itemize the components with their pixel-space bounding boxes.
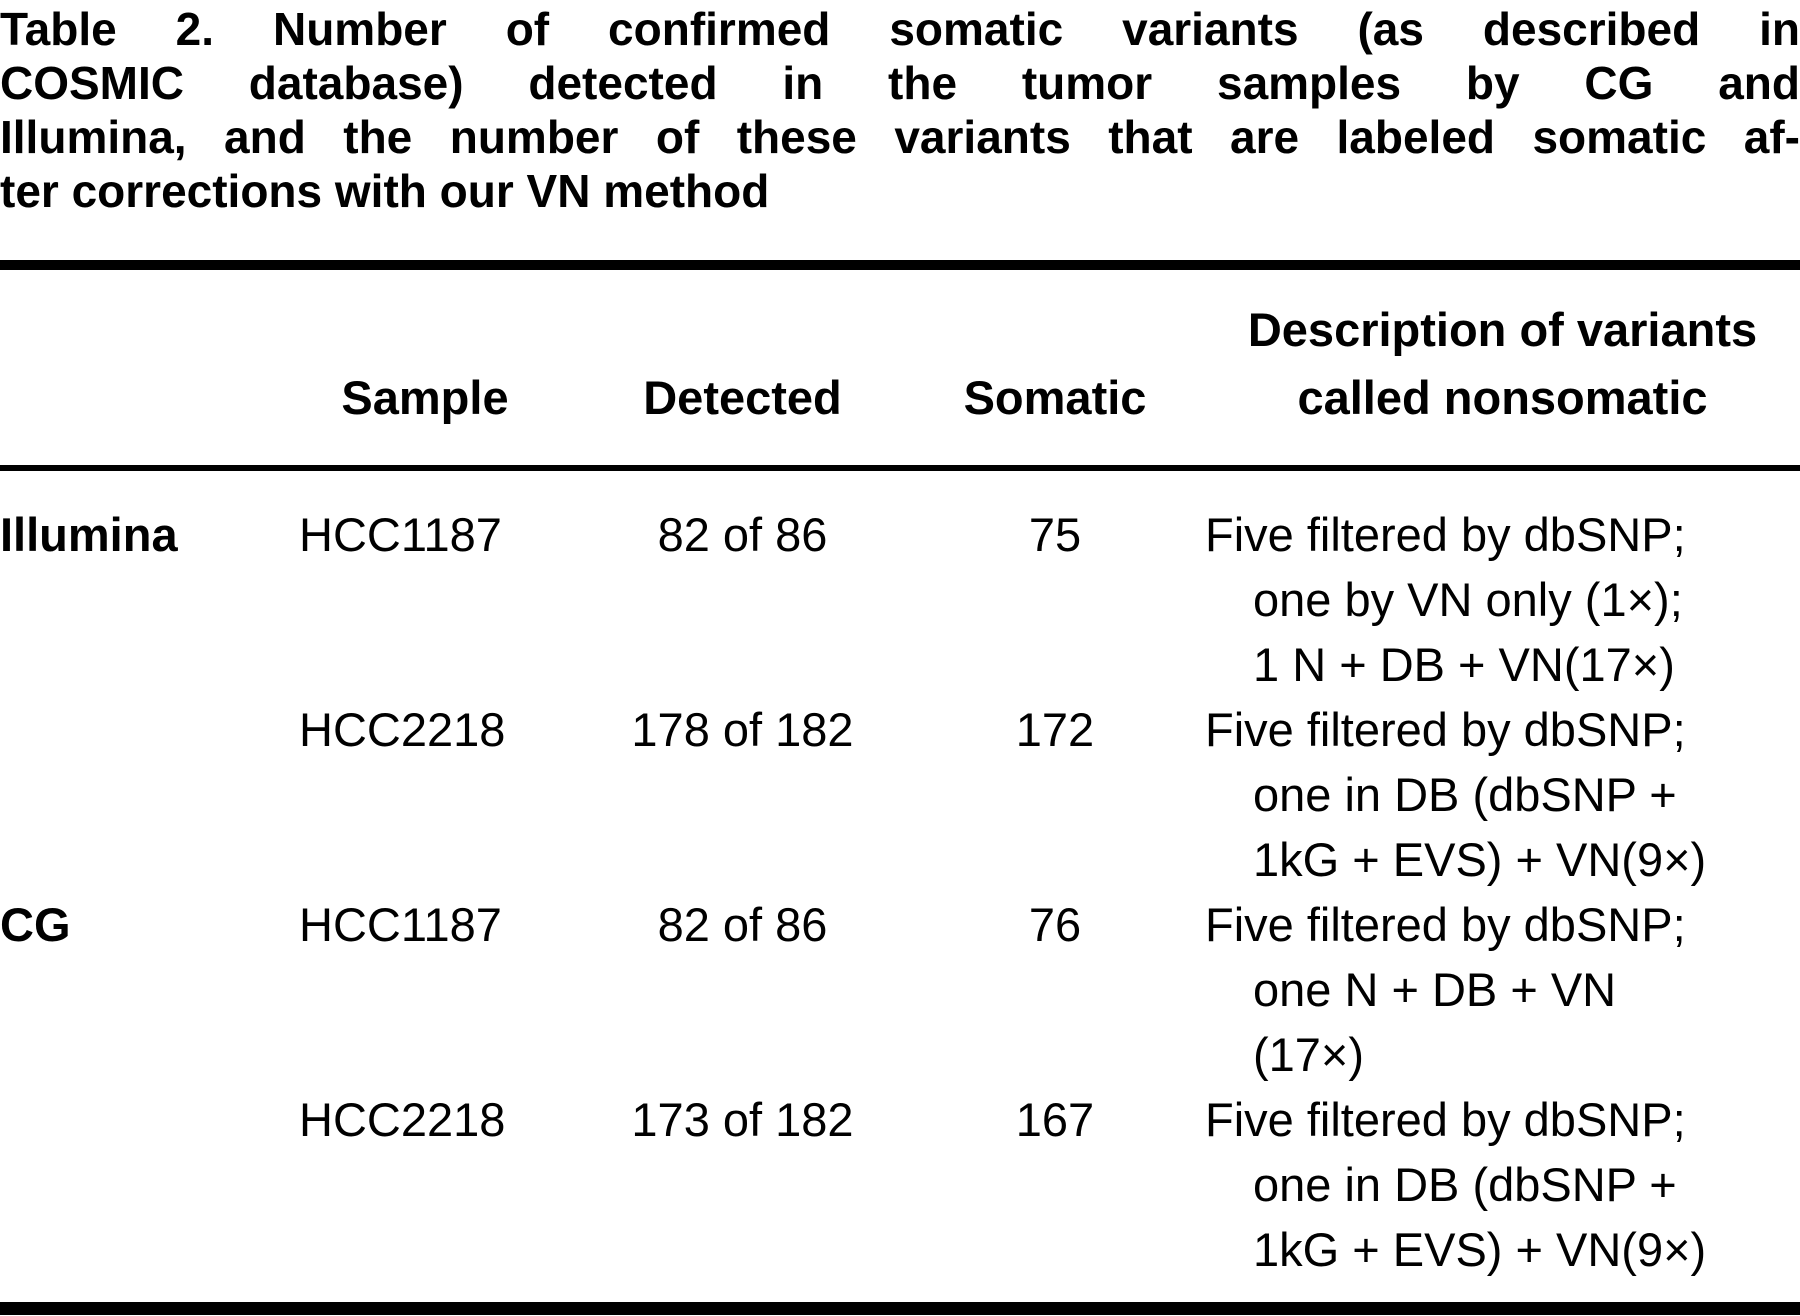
- caption-line-2: COSMIC database) detected in the tumor s…: [0, 57, 1800, 109]
- sample-cell: HCC2218: [299, 1093, 506, 1146]
- somatic-cell: 167: [1015, 1093, 1095, 1146]
- platform-label: CG: [0, 898, 71, 951]
- col-header-description-line-1: Description of variants: [1247, 303, 1758, 356]
- description-cell: Five filtered by dbSNP; one in DB (dbSNP…: [1180, 697, 1800, 892]
- detected-cell: 173 of 182: [631, 1093, 854, 1146]
- col-header-sample: Sample: [341, 371, 509, 424]
- description-line: (17×): [1253, 1028, 1365, 1081]
- table-row: HCC2218 173 of 182 167 Five filtered by …: [0, 1087, 1800, 1282]
- description-line: Five filtered by dbSNP;: [1205, 508, 1686, 561]
- sample-cell: HCC1187: [299, 898, 502, 951]
- col-header-description: Description of variants called nonsomati…: [1180, 296, 1800, 432]
- header-rule: [0, 465, 1800, 471]
- col-header-somatic: Somatic: [963, 371, 1147, 424]
- description-line: one in DB (dbSNP +: [1253, 768, 1677, 821]
- table-body: Illumina HCC1187 82 of 86 75 Five filter…: [0, 502, 1800, 1282]
- description-line: one N + DB + VN: [1253, 963, 1617, 1016]
- description-cell: Five filtered by dbSNP; one by VN only (…: [1180, 502, 1800, 697]
- description-line: Five filtered by dbSNP;: [1205, 1093, 1686, 1146]
- caption-line-1-text: Number of confirmed somatic variants (as…: [272, 3, 1800, 55]
- description-cell: Five filtered by dbSNP; one in DB (dbSNP…: [1180, 1087, 1800, 1282]
- table-caption: Table 2. Number of confirmed somatic var…: [0, 2, 1800, 218]
- platform-label: [0, 697, 295, 892]
- somatic-cell: 75: [1028, 508, 1082, 561]
- detected-cell: 82 of 86: [657, 508, 828, 561]
- description-line: Five filtered by dbSNP;: [1205, 898, 1686, 951]
- detected-cell: 82 of 86: [657, 898, 828, 951]
- description-cell: Five filtered by dbSNP; one N + DB + VN …: [1180, 892, 1800, 1087]
- platform-label: [0, 1087, 295, 1282]
- caption-line-3: Illumina, and the number of these varian…: [0, 111, 1800, 163]
- description-line: Five filtered by dbSNP;: [1205, 703, 1686, 756]
- top-rule: [0, 260, 1800, 270]
- description-line: 1kG + EVS) + VN(9×): [1253, 1223, 1707, 1276]
- caption-line-4: ter corrections with our VN method: [0, 165, 770, 217]
- description-line: 1kG + EVS) + VN(9×): [1253, 833, 1707, 886]
- caption-line-1: Table 2. Number of confirmed somatic var…: [0, 2, 1800, 56]
- table-row: HCC2218 178 of 182 172 Five filtered by …: [0, 697, 1800, 892]
- table-row: CG HCC1187 82 of 86 76 Five filtered by …: [0, 892, 1800, 1087]
- table-number: Table 2.: [0, 3, 215, 55]
- bottom-rule: [0, 1302, 1800, 1315]
- sample-cell: HCC2218: [299, 703, 506, 756]
- somatic-cell: 172: [1015, 703, 1095, 756]
- table-header-row: Sample Detected Somatic Description of v…: [0, 296, 1800, 432]
- somatic-cell: 76: [1028, 898, 1082, 951]
- description-line: 1 N + DB + VN(17×): [1253, 638, 1675, 691]
- sample-cell: HCC1187: [299, 508, 502, 561]
- col-header-detected: Detected: [643, 371, 842, 424]
- detected-cell: 178 of 182: [631, 703, 854, 756]
- description-line: one in DB (dbSNP +: [1253, 1158, 1677, 1211]
- description-line: one by VN only (1×);: [1253, 573, 1683, 626]
- platform-label: Illumina: [0, 508, 178, 561]
- col-header-description-line-2: called nonsomatic: [1297, 371, 1708, 424]
- table-row: Illumina HCC1187 82 of 86 75 Five filter…: [0, 502, 1800, 697]
